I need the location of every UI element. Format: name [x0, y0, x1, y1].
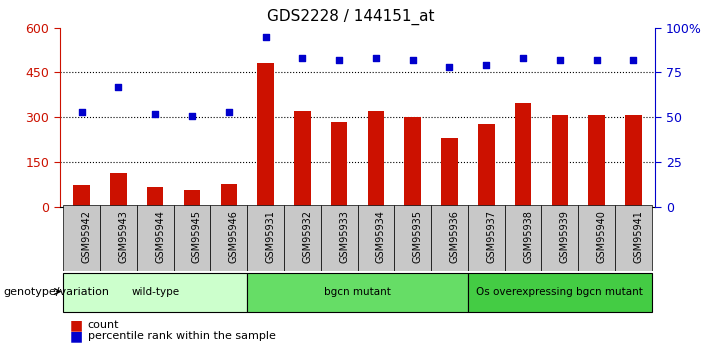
Point — [186, 113, 198, 118]
Bar — [367, 111, 384, 207]
Point — [591, 57, 602, 63]
FancyBboxPatch shape — [578, 205, 615, 271]
Bar — [552, 115, 568, 207]
Text: GSM95937: GSM95937 — [486, 210, 496, 263]
Text: wild-type: wild-type — [131, 287, 179, 297]
Bar — [184, 190, 200, 207]
Point — [628, 57, 639, 63]
Bar — [515, 103, 531, 207]
Text: GSM95931: GSM95931 — [266, 210, 275, 263]
Point — [481, 62, 492, 68]
Point — [113, 84, 124, 90]
FancyBboxPatch shape — [63, 273, 247, 312]
FancyBboxPatch shape — [137, 205, 174, 271]
Point — [297, 55, 308, 61]
Text: ■: ■ — [70, 329, 83, 343]
Text: percentile rank within the sample: percentile rank within the sample — [88, 332, 275, 341]
Text: genotype/variation: genotype/variation — [4, 287, 109, 296]
Text: GSM95933: GSM95933 — [339, 210, 349, 263]
Bar — [441, 138, 458, 207]
Point — [370, 55, 381, 61]
Point — [223, 109, 234, 115]
Bar — [221, 184, 237, 207]
FancyBboxPatch shape — [431, 205, 468, 271]
FancyBboxPatch shape — [615, 205, 652, 271]
Text: GSM95932: GSM95932 — [302, 210, 313, 263]
Bar — [257, 63, 274, 207]
Point — [517, 55, 529, 61]
Point — [76, 109, 87, 115]
Text: count: count — [88, 320, 119, 330]
FancyBboxPatch shape — [63, 205, 100, 271]
Bar — [110, 172, 127, 207]
Point — [334, 57, 345, 63]
FancyBboxPatch shape — [321, 205, 358, 271]
FancyBboxPatch shape — [468, 273, 652, 312]
Text: GSM95939: GSM95939 — [560, 210, 570, 263]
Text: GSM95943: GSM95943 — [118, 210, 128, 263]
Text: GSM95945: GSM95945 — [192, 210, 202, 263]
FancyBboxPatch shape — [284, 205, 321, 271]
FancyBboxPatch shape — [247, 273, 468, 312]
Bar — [147, 187, 163, 207]
Point — [260, 34, 271, 39]
FancyBboxPatch shape — [358, 205, 394, 271]
Text: GSM95946: GSM95946 — [229, 210, 239, 263]
Text: GSM95936: GSM95936 — [449, 210, 459, 263]
Bar — [625, 115, 641, 207]
Bar — [294, 111, 311, 207]
FancyBboxPatch shape — [541, 205, 578, 271]
FancyBboxPatch shape — [468, 205, 505, 271]
Point — [407, 57, 418, 63]
Text: GDS2228 / 144151_at: GDS2228 / 144151_at — [267, 9, 434, 25]
Text: bgcn mutant: bgcn mutant — [324, 287, 391, 297]
Text: GSM95942: GSM95942 — [81, 210, 92, 263]
Text: GSM95934: GSM95934 — [376, 210, 386, 263]
Bar — [404, 117, 421, 207]
FancyBboxPatch shape — [100, 205, 137, 271]
FancyBboxPatch shape — [247, 205, 284, 271]
FancyBboxPatch shape — [505, 205, 541, 271]
FancyBboxPatch shape — [174, 205, 210, 271]
Bar — [331, 122, 348, 207]
Text: GSM95944: GSM95944 — [155, 210, 165, 263]
Text: GSM95938: GSM95938 — [523, 210, 533, 263]
FancyBboxPatch shape — [210, 205, 247, 271]
Bar — [478, 124, 494, 207]
Text: Os overexpressing bgcn mutant: Os overexpressing bgcn mutant — [477, 287, 644, 297]
Text: GSM95941: GSM95941 — [634, 210, 644, 263]
Bar — [588, 115, 605, 207]
Text: GSM95935: GSM95935 — [413, 210, 423, 263]
Bar — [74, 185, 90, 207]
Point — [149, 111, 161, 117]
FancyBboxPatch shape — [394, 205, 431, 271]
Text: ■: ■ — [70, 318, 83, 332]
Point — [554, 57, 566, 63]
Point — [444, 64, 455, 70]
Text: GSM95940: GSM95940 — [597, 210, 606, 263]
